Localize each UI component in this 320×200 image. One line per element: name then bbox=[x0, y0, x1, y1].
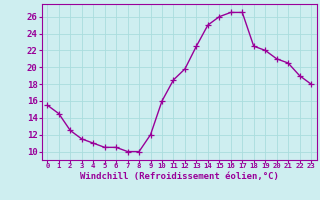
X-axis label: Windchill (Refroidissement éolien,°C): Windchill (Refroidissement éolien,°C) bbox=[80, 172, 279, 181]
